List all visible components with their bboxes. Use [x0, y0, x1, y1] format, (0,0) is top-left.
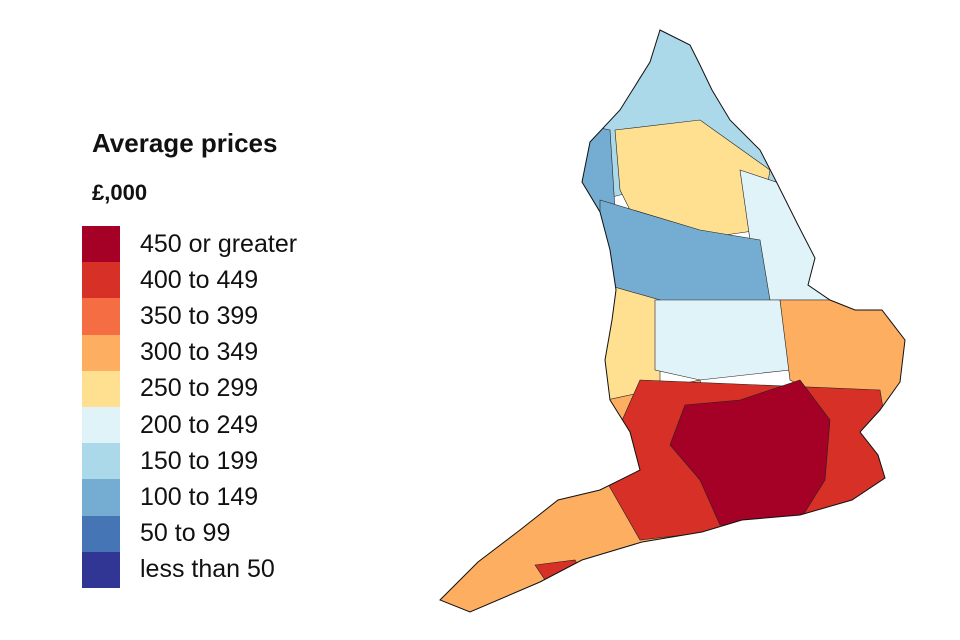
legend: 450 or greater 400 to 449 350 to 399 300 to… — [82, 226, 297, 588]
legend-item: less than 50 — [82, 551, 297, 588]
legend-label: 400 to 449 — [140, 265, 259, 294]
legend-label: 50 to 99 — [140, 519, 231, 548]
region-isle-of-wight — [707, 535, 736, 554]
legend-label: 200 to 249 — [140, 410, 259, 439]
legend-item: 250 to 299 — [82, 370, 297, 407]
legend-swatch — [82, 406, 120, 444]
legend-title: Average prices — [92, 128, 278, 158]
legend-swatch — [82, 226, 120, 263]
legend-label: 100 to 149 — [140, 482, 259, 511]
legend-swatch — [82, 370, 120, 407]
legend-label: less than 50 — [140, 555, 275, 584]
legend-item: 150 to 199 — [82, 443, 297, 480]
legend-item: 400 to 449 — [82, 262, 297, 299]
legend-unit: £,000 — [92, 180, 148, 205]
legend-item: 200 to 249 — [82, 406, 297, 444]
legend-swatch — [82, 262, 120, 299]
legend-swatch — [82, 479, 120, 516]
legend-label: 350 to 399 — [140, 301, 259, 330]
legend-item: 300 to 349 — [82, 334, 297, 371]
legend-swatch — [82, 334, 120, 371]
legend-label: 150 to 199 — [140, 446, 259, 475]
legend-swatch — [82, 298, 120, 335]
legend-label: 300 to 349 — [140, 338, 259, 367]
legend-label: 250 to 299 — [140, 374, 259, 403]
legend-item: 450 or greater — [82, 226, 298, 263]
region-dorset-coast — [534, 559, 591, 596]
region-london-and-surrounds — [669, 379, 831, 526]
legend-item: 50 to 99 — [82, 515, 297, 552]
legend-swatch — [82, 551, 120, 588]
legend-item: 350 to 399 — [82, 298, 297, 335]
legend-swatch — [82, 443, 120, 480]
legend-item: 100 to 149 — [82, 479, 297, 516]
legend-swatch — [82, 515, 120, 552]
legend-label: 450 or greater — [140, 229, 298, 258]
region-midlands — [654, 299, 791, 381]
